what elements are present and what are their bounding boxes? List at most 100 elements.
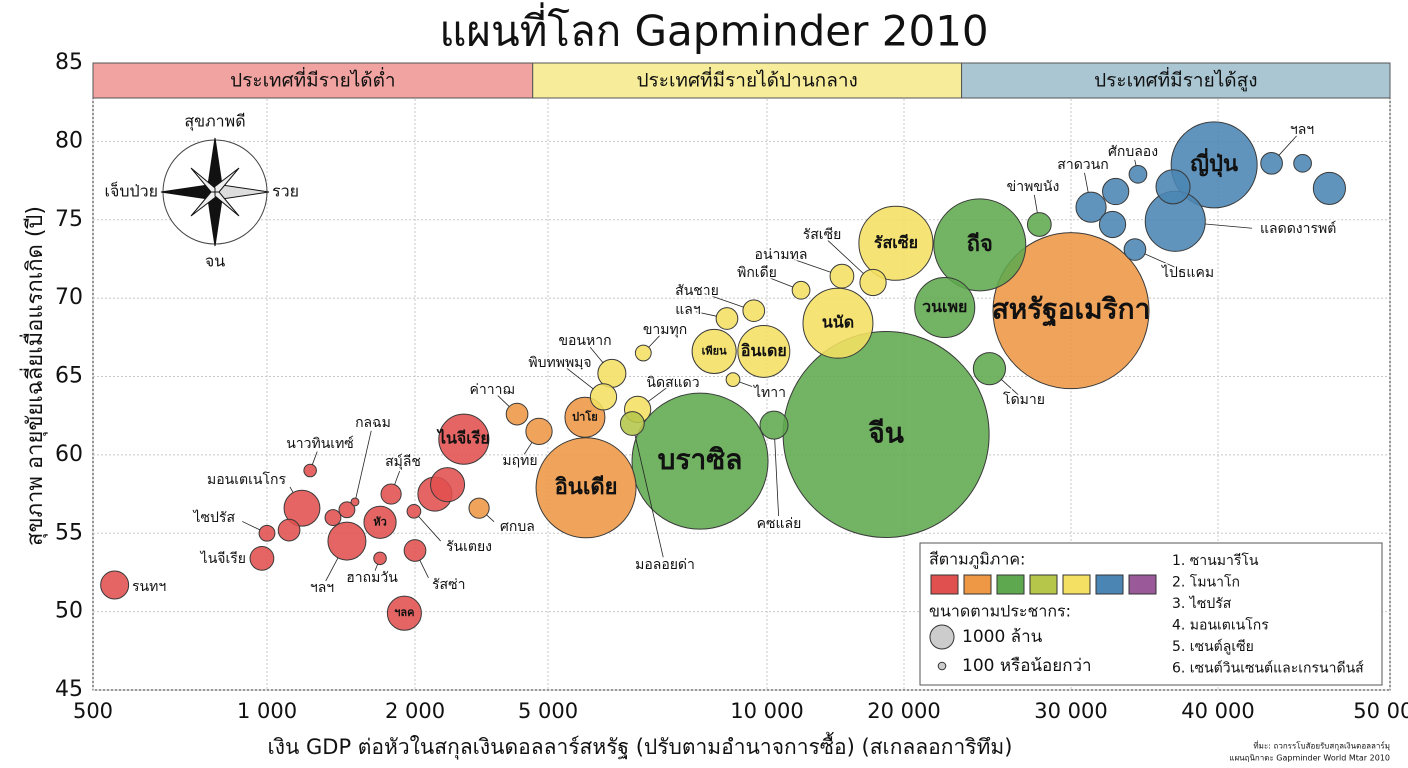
- y-tick-label: 70: [55, 285, 83, 310]
- bubble: [373, 551, 387, 566]
- bubble: [759, 410, 789, 440]
- legend-swatch: [930, 574, 959, 595]
- bubble-label: ไซปรัส: [193, 509, 236, 526]
- bubble-label: รนทฯ: [132, 579, 166, 595]
- x-axis-title: เงิน GDP ต่อหัวในสกุลเงินดอลลาร์สหรัฐ (ป…: [268, 732, 1013, 760]
- legend-note: 3. ไซปรัส: [1172, 595, 1232, 612]
- legend: สีตามภูมิภาค: ขนาดตามประชากร: 1000 ล้าน 1…: [919, 542, 1383, 686]
- leader-line: [1278, 135, 1297, 156]
- legend-note: 1. ซานมารีโน: [1172, 552, 1259, 569]
- leader-line: [566, 367, 594, 390]
- bubble-label: ศักบลอง: [1108, 144, 1158, 160]
- bubble-label: ญี่ปุ่น: [1190, 147, 1238, 178]
- legend-size: [937, 661, 947, 671]
- bubble-label: กลฉม: [355, 415, 391, 431]
- leader-line: [695, 311, 717, 317]
- bubble: [505, 402, 529, 426]
- bubble-label: ปาโย: [572, 409, 598, 423]
- bubble: [992, 232, 1150, 390]
- bubble: [691, 328, 737, 374]
- bubble-label: เพียน: [702, 344, 727, 357]
- bubble-label: ขอนหาก: [558, 333, 611, 349]
- leader-line: [764, 275, 793, 288]
- bubble: [525, 417, 553, 445]
- x-tick-label: 1 000: [237, 699, 297, 723]
- labels: รนทฯไนจีเรียไซปรัสมอนเตเนโกรนาวทินเทซ์ฯล…: [131, 121, 1338, 620]
- legend-swatch: [996, 574, 1025, 595]
- bubble: [829, 263, 855, 289]
- bubble: [631, 392, 769, 530]
- y-tick-label: 45: [55, 677, 83, 702]
- y-tick-label: 85: [55, 50, 83, 75]
- bubble-label: มอนเตเนโกร: [207, 471, 286, 488]
- bubble: [1075, 191, 1107, 223]
- bubble-label: อน่ามทล: [755, 247, 808, 263]
- legend-swatch: [1062, 574, 1091, 595]
- bubble-label: ไทาา: [753, 384, 786, 401]
- leader-line: [418, 516, 441, 542]
- bubble-label: ฯลค: [394, 606, 414, 619]
- bubble-label: พิบทพพมฺจ: [528, 355, 591, 371]
- source-note: ที่มะ: ถวกรรโบสัอยรับสกุลเงินดอลลาร์มุ: [1253, 740, 1390, 751]
- bubble-label: แลฯ: [675, 302, 700, 318]
- bubble: [737, 324, 791, 378]
- bubble-label: สมุ์ลีช: [385, 453, 421, 470]
- plot-area: 45 50 55 60 65 70 75 80 85 500 1 000 2 000 5 000 10 0…: [55, 50, 1408, 723]
- bubble-label: สันชาย: [675, 283, 719, 299]
- leader-line: [1144, 253, 1181, 271]
- chart-title: แผนที่โลก Gapminder 2010: [439, 3, 988, 56]
- legend-box: [919, 542, 1383, 686]
- compass-label: สุขภาพดี: [184, 112, 245, 132]
- bubble-label: ขามทุก: [643, 322, 687, 338]
- leader-line: [1084, 172, 1089, 193]
- bubble-label: สหรัฐอเมริกา: [992, 293, 1151, 328]
- bubble: [619, 411, 645, 436]
- bubble: [858, 205, 934, 281]
- leader-line: [486, 514, 495, 522]
- bubble: [1260, 151, 1283, 175]
- bubble: [324, 509, 342, 526]
- bubble: [338, 501, 356, 519]
- x-tick-label: 30 000: [1034, 699, 1107, 723]
- y-tick-label: 80: [55, 128, 83, 153]
- bubble-label: ฯลฯ: [1290, 122, 1314, 138]
- compass-label: จน: [205, 252, 225, 271]
- leader-line: [325, 557, 339, 582]
- leader-line: [394, 469, 401, 485]
- bubble-label: ถีจ: [967, 232, 993, 257]
- legend-note: 5. เซนต์ลูเซีย: [1172, 638, 1254, 655]
- leader-line: [589, 346, 604, 363]
- bubble: [1170, 121, 1258, 209]
- bubble: [859, 268, 887, 297]
- bubble: [715, 307, 739, 330]
- compass-label: เจ็บป่วย: [104, 181, 158, 201]
- legend-title: ขนาดตามประชากร:: [929, 602, 1071, 621]
- bubble: [1293, 153, 1312, 173]
- bubble-label: ศกบล: [500, 519, 535, 535]
- bubble-label: บราซิล: [658, 443, 743, 476]
- bubble-label: รัสเซีย: [874, 233, 918, 252]
- bubble: [430, 467, 466, 503]
- leader-line: [497, 395, 510, 407]
- bubble-label: ไนจีเรีย: [200, 550, 246, 567]
- bubble: [100, 570, 130, 600]
- compass-label: รวย: [272, 182, 299, 201]
- bubble-label: พิกเดีย: [737, 265, 777, 281]
- bubble: [386, 595, 422, 631]
- legend-swatch: [963, 574, 992, 595]
- bubble-label: นาวทินเทซ์: [286, 435, 354, 452]
- leader-line: [289, 486, 294, 493]
- bubble: [258, 524, 276, 542]
- bubble: [327, 521, 367, 561]
- bubble: [283, 489, 321, 527]
- leader-line: [788, 257, 831, 273]
- compass: สุขภาพดี จน เจ็บป่วย รวย: [104, 112, 298, 271]
- leader-line: [739, 381, 763, 391]
- leader-line: [1033, 194, 1038, 213]
- legend-size-label: 100 หรือน้อยกว่า: [962, 656, 1092, 676]
- bubble-label: มฤทย: [502, 453, 537, 469]
- bubble: [403, 539, 427, 562]
- income-band-label: ประเทศที่มีรายได้ปานกลาง: [636, 67, 857, 92]
